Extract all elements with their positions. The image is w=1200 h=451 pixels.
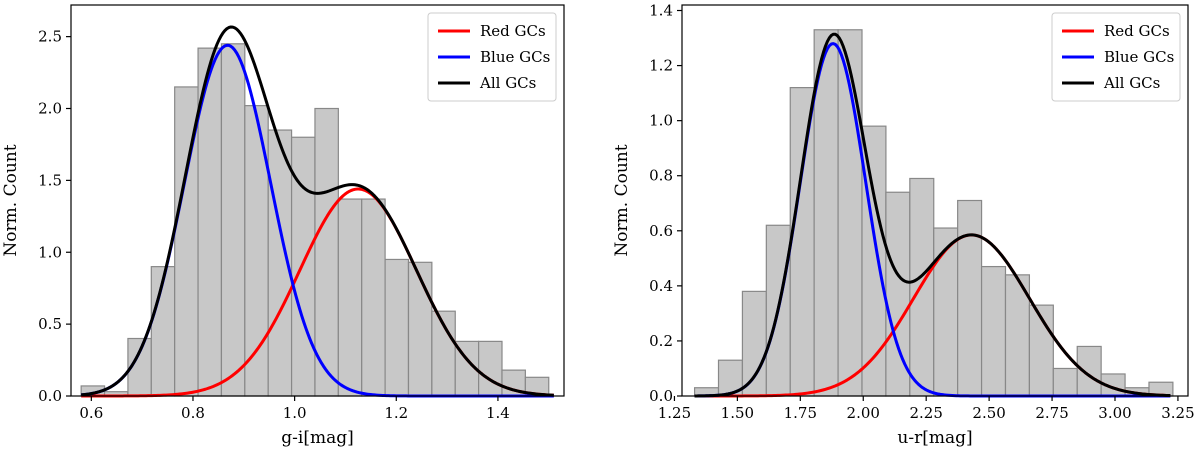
right-y-tick-label: 0.2	[649, 332, 673, 350]
left-hist-bar	[337, 198, 363, 397]
right-legend: Red GCs Blue GCs All GCs	[1051, 12, 1181, 102]
left-y-axis-label: Norm. Count	[1, 144, 21, 256]
left-y-tick-label: 2.5	[38, 28, 62, 46]
left-hist-bar	[361, 198, 386, 397]
left-legend: Red GCs Blue GCs All GCs	[427, 12, 557, 102]
left-chart: 0.6 0.8 1.0 1.2 1.4 0.0 0.5 1.0 1.5 2.0 2.5 g-i[mag…	[1, 4, 565, 448]
left-y-tick-label: 2.0	[38, 100, 62, 118]
right-hist-bar	[741, 290, 767, 397]
right-y-tick-label: 0.6	[649, 222, 673, 240]
right-axes-frame	[681, 4, 1189, 397]
left-legend-label-all-gcs: All GCs	[479, 74, 536, 92]
right-y-tick-label: 0.8	[649, 167, 673, 185]
left-hist-bar	[384, 258, 410, 397]
left-x-tick-label: 0.8	[181, 404, 205, 422]
right-curve-all-gcs	[694, 32, 1171, 398]
right-hist-bar	[933, 227, 959, 397]
right-y-axis-label: Norm. Count	[612, 144, 632, 256]
right-legend-label-all-gcs: All GCs	[1103, 74, 1160, 92]
left-hist-bar	[220, 43, 246, 397]
right-x-tick-label: 3.00	[1098, 404, 1131, 422]
left-curve-all-gcs	[81, 25, 554, 397]
right-hist-bar	[789, 87, 815, 397]
right-x-axis-label: u-r[mag]	[897, 428, 972, 448]
right-y-tick-label: 0.0	[649, 387, 673, 405]
right-hist-bar	[980, 265, 1007, 397]
right-hist-bar	[957, 199, 983, 397]
left-axes-frame	[70, 4, 565, 397]
left-x-tick-label: 0.6	[79, 404, 103, 422]
right-y-tick-label: 1.2	[649, 57, 673, 75]
right-legend-label-red-gcs: Red GCs	[1104, 22, 1170, 40]
left-x-tick-label: 1.0	[283, 404, 307, 422]
right-x-tick-label: 2.25	[909, 404, 942, 422]
right-x-tick-label: 2.00	[847, 404, 880, 422]
right-x-tick-label: 1.50	[721, 404, 754, 422]
right-legend-label-blue-gcs: Blue GCs	[1104, 48, 1174, 66]
right-x-tick-label: 2.75	[1035, 404, 1068, 422]
left-y-tick-label: 0.0	[38, 387, 62, 405]
left-legend-label-red-gcs: Red GCs	[480, 22, 546, 40]
left-legend-box	[427, 12, 557, 102]
left-hist-bar	[407, 261, 433, 397]
left-x-axis-label: g-i[mag]	[281, 428, 353, 448]
right-x-tick-label: 1.75	[784, 404, 817, 422]
right-y-tick-label: 0.4	[649, 277, 673, 295]
left-y-tick-label: 1.0	[38, 243, 62, 261]
right-hist-bar	[1076, 345, 1102, 397]
right-legend-box	[1051, 12, 1181, 102]
left-x-tick-label: 1.4	[486, 404, 510, 422]
right-x-tick-label: 1.25	[658, 404, 691, 422]
right-chart: 1.25 1.50 1.75 2.00 2.25 2.50 2.75 3.00 3.25 0.0 0…	[612, 2, 1195, 448]
left-hist-bar	[478, 340, 503, 397]
right-x-tick-label: 3.25	[1161, 404, 1194, 422]
left-legend-label-blue-gcs: Blue GCs	[480, 48, 550, 66]
right-y-tick-label: 1.0	[649, 112, 673, 130]
left-x-tick-label: 1.2	[384, 404, 408, 422]
left-y-tick-label: 0.5	[38, 315, 62, 333]
left-hist-bar	[314, 107, 339, 397]
right-hist-bar	[1052, 367, 1078, 397]
left-y-tick-label: 1.5	[38, 171, 62, 189]
right-x-tick-label: 2.50	[972, 404, 1005, 422]
right-y-tick-label: 1.4	[649, 2, 673, 20]
